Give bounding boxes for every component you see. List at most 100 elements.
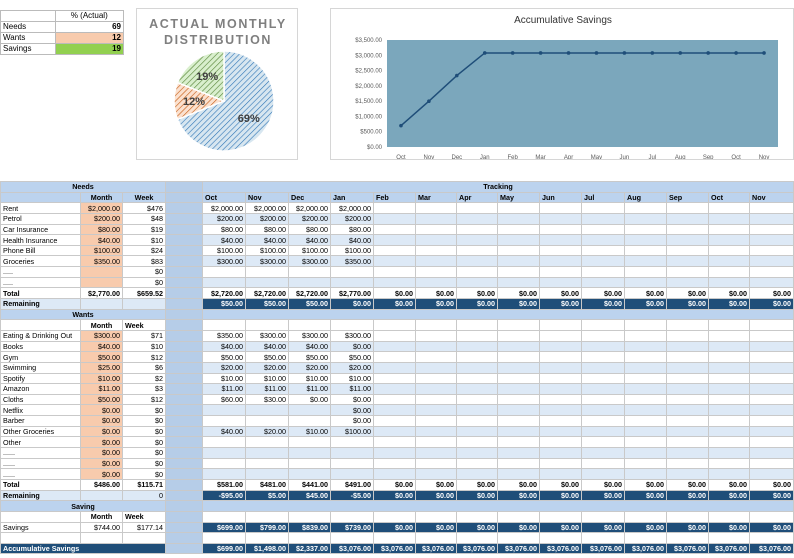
- tracking-cell[interactable]: [708, 276, 750, 289]
- month-header[interactable]: Nov: [245, 191, 289, 204]
- wants-item-month[interactable]: $11.00: [80, 383, 123, 395]
- tracking-cell[interactable]: [749, 319, 794, 331]
- tracking-cell[interactable]: $0.00: [456, 489, 498, 502]
- wants-item-week[interactable]: $0: [122, 447, 166, 459]
- tracking-cell[interactable]: $0.00: [581, 287, 625, 300]
- tracking-cell[interactable]: [624, 372, 667, 385]
- data-point[interactable]: [678, 51, 683, 55]
- tracking-cell[interactable]: [624, 436, 667, 448]
- month-header[interactable]: Jan: [330, 191, 374, 204]
- tracking-cell[interactable]: [497, 468, 540, 480]
- month-header[interactable]: Dec: [288, 191, 331, 204]
- tracking-cell[interactable]: [666, 415, 709, 427]
- tracking-cell[interactable]: [415, 447, 457, 459]
- tracking-cell[interactable]: [330, 457, 374, 470]
- tracking-cell[interactable]: [708, 223, 750, 236]
- tracking-cell[interactable]: [415, 404, 457, 417]
- tracking-cell[interactable]: [202, 404, 246, 417]
- tracking-cell[interactable]: $0.00: [288, 393, 331, 406]
- tracking-cell[interactable]: $0.00: [581, 521, 625, 534]
- tracking-cell[interactable]: $200.00: [202, 212, 246, 225]
- tracking-cell[interactable]: [624, 234, 667, 246]
- tracking-cell[interactable]: [415, 319, 457, 331]
- needs-item-month[interactable]: $100.00: [80, 244, 123, 257]
- tracking-cell[interactable]: [749, 393, 794, 406]
- tracking-cell[interactable]: [415, 436, 457, 448]
- separator-cell[interactable]: [165, 436, 203, 448]
- tracking-cell[interactable]: [708, 372, 750, 385]
- tracking-cell[interactable]: $3,076.00: [539, 542, 582, 555]
- cell[interactable]: [122, 298, 166, 310]
- tracking-cell[interactable]: $11.00: [288, 383, 331, 395]
- needs-item-month[interactable]: [80, 276, 123, 289]
- tracking-cell[interactable]: [497, 234, 540, 246]
- tracking-cell[interactable]: $0.00: [666, 521, 709, 534]
- tracking-cell[interactable]: [666, 244, 709, 257]
- wants-item-week[interactable]: $0: [122, 404, 166, 417]
- tracking-cell[interactable]: $491.00: [330, 478, 374, 491]
- tracking-cell[interactable]: [456, 404, 498, 417]
- tracking-cell[interactable]: $0.00: [456, 298, 498, 310]
- tracking-cell[interactable]: [708, 319, 750, 331]
- needs-item-month[interactable]: $200.00: [80, 212, 123, 225]
- tracking-cell[interactable]: $0.00: [456, 478, 498, 491]
- tracking-cell[interactable]: [749, 468, 794, 480]
- wants-item-month[interactable]: $50.00: [80, 351, 123, 363]
- tracking-cell[interactable]: $0.00: [330, 340, 374, 353]
- tracking-cell[interactable]: $20.00: [330, 361, 374, 374]
- tracking-cell[interactable]: $100.00: [202, 244, 246, 257]
- saving-week-header[interactable]: Week: [122, 510, 166, 523]
- tracking-cell[interactable]: [415, 393, 457, 406]
- tracking-cell[interactable]: [624, 351, 667, 363]
- tracking-cell[interactable]: $0.00: [497, 478, 540, 491]
- needs-item-month[interactable]: $80.00: [80, 223, 123, 236]
- tracking-cell[interactable]: [539, 234, 582, 246]
- tracking-cell[interactable]: $2,770.00: [330, 287, 374, 300]
- tracking-cell[interactable]: [749, 351, 794, 363]
- tracking-cell[interactable]: [245, 447, 289, 459]
- tracking-cell[interactable]: [708, 212, 750, 225]
- tracking-cell[interactable]: [456, 532, 498, 544]
- tracking-cell[interactable]: [624, 393, 667, 406]
- tracking-cell[interactable]: [497, 425, 540, 438]
- tracking-cell[interactable]: $40.00: [245, 340, 289, 353]
- tracking-cell[interactable]: [666, 383, 709, 395]
- tracking-cell[interactable]: [708, 329, 750, 342]
- tracking-cell[interactable]: [288, 468, 331, 480]
- tracking-cell[interactable]: [539, 404, 582, 417]
- savings-label[interactable]: Savings: [0, 521, 81, 534]
- accumulative-savings-chart-panel[interactable]: Accumulative Savings $0.00 $500.00 $1,000.…: [330, 8, 794, 160]
- tracking-cell[interactable]: $200.00: [330, 212, 374, 225]
- tracking-cell[interactable]: [581, 372, 625, 385]
- tracking-cell[interactable]: $481.00: [245, 478, 289, 491]
- tracking-cell[interactable]: [624, 415, 667, 427]
- tracking-cell[interactable]: [497, 223, 540, 236]
- tracking-cell[interactable]: [415, 457, 457, 470]
- wants-item-name[interactable]: Books: [0, 340, 81, 353]
- tracking-cell[interactable]: $0.00: [415, 521, 457, 534]
- needs-item-month[interactable]: $40.00: [80, 234, 123, 246]
- tracking-cell[interactable]: $3,076.00: [415, 542, 457, 555]
- tracking-cell[interactable]: $0.00: [581, 489, 625, 502]
- needs-item-header[interactable]: [0, 191, 81, 204]
- tracking-cell[interactable]: [456, 340, 498, 353]
- tracking-cell[interactable]: $100.00: [330, 244, 374, 257]
- tracking-cell[interactable]: [373, 372, 416, 385]
- tracking-cell[interactable]: [666, 393, 709, 406]
- tracking-cell[interactable]: $0.00: [415, 478, 457, 491]
- wants-item-month[interactable]: $0.00: [80, 436, 123, 448]
- tracking-cell[interactable]: $0.00: [497, 287, 540, 300]
- tracking-cell[interactable]: [624, 244, 667, 257]
- tracking-cell[interactable]: $40.00: [202, 234, 246, 246]
- tracking-cell[interactable]: $40.00: [202, 425, 246, 438]
- tracking-cell[interactable]: [624, 276, 667, 289]
- tracking-cell[interactable]: $100.00: [330, 425, 374, 438]
- tracking-cell[interactable]: $799.00: [245, 521, 289, 534]
- tracking-cell[interactable]: [624, 212, 667, 225]
- tracking-cell[interactable]: $0.00: [749, 489, 794, 502]
- tracking-cell[interactable]: [539, 351, 582, 363]
- tracking-cell[interactable]: [415, 468, 457, 480]
- tracking-cell[interactable]: $300.00: [245, 255, 289, 268]
- tracking-cell[interactable]: $0.00: [749, 521, 794, 534]
- tracking-cell[interactable]: [415, 329, 457, 342]
